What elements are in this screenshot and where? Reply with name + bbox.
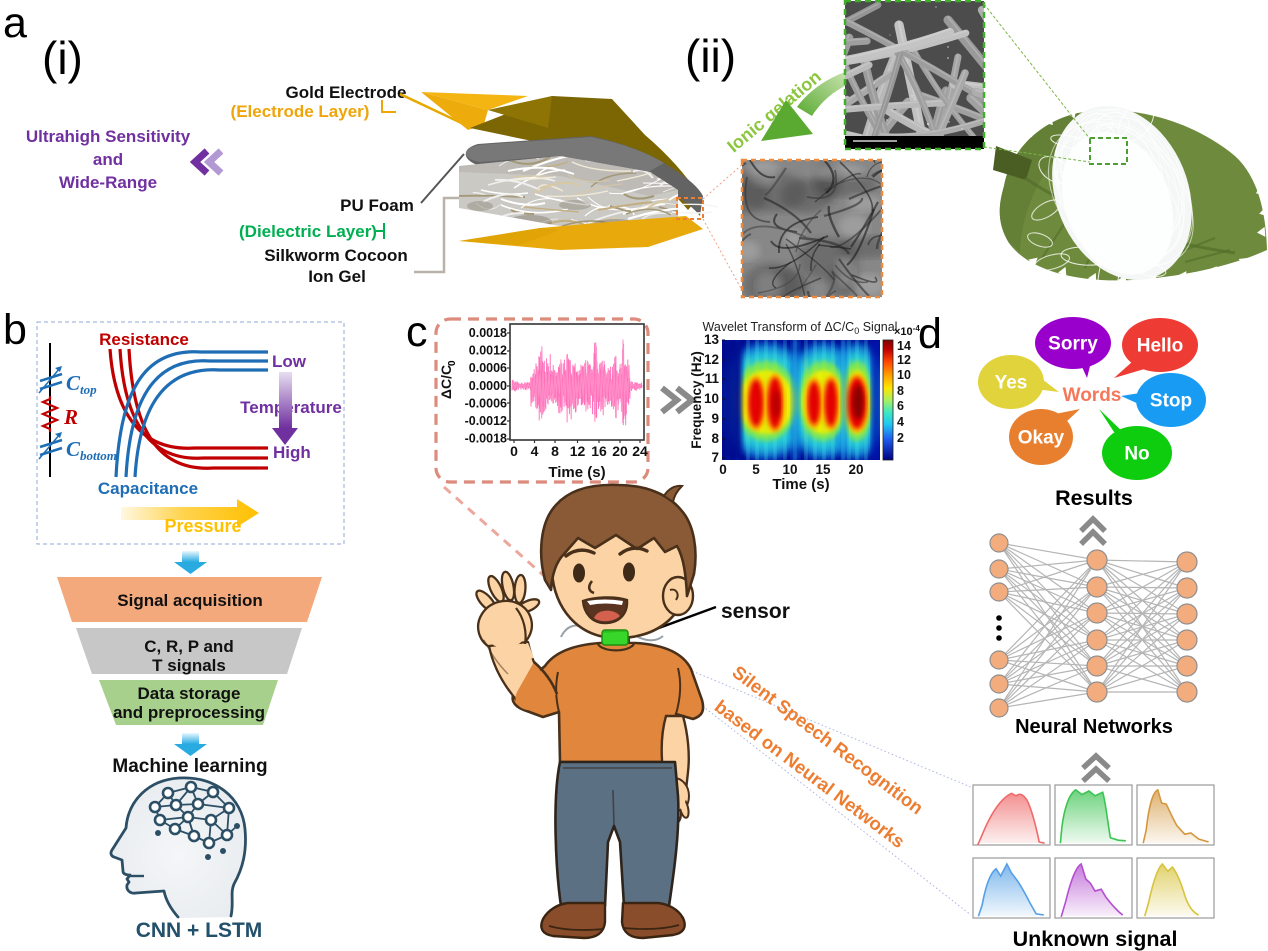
svg-text:Hello: Hello	[1137, 336, 1183, 357]
svg-text:10: 10	[897, 368, 911, 382]
svg-text:Silkworm Cocoon: Silkworm Cocoon	[264, 246, 408, 265]
svg-text:Words: Words	[1063, 385, 1122, 406]
svg-text:and: and	[93, 150, 123, 169]
svg-text:Okay: Okay	[1018, 428, 1065, 449]
svg-text:Machine learning: Machine learning	[112, 756, 267, 777]
svg-text:and preprocessing: and preprocessing	[113, 703, 265, 722]
svg-text:(ii): (ii)	[685, 30, 736, 82]
svg-text:0: 0	[510, 443, 518, 459]
svg-text:13: 13	[704, 332, 720, 347]
svg-text:High: High	[273, 443, 311, 462]
svg-text:R: R	[63, 405, 78, 429]
svg-text:8: 8	[711, 431, 719, 446]
svg-text:24: 24	[632, 443, 648, 459]
svg-text:15: 15	[815, 462, 831, 477]
svg-text:14: 14	[897, 339, 911, 353]
svg-text:Low: Low	[272, 352, 307, 371]
svg-text:Ultrahigh Sensitivity: Ultrahigh Sensitivity	[26, 127, 191, 146]
svg-text:ΔC/C: ΔC/C	[438, 365, 454, 399]
svg-text:Time (s): Time (s)	[772, 476, 829, 493]
svg-text:b: b	[3, 306, 27, 354]
svg-text:7: 7	[711, 450, 719, 465]
svg-text:20: 20	[848, 462, 863, 477]
svg-text:-0.0018: -0.0018	[465, 432, 507, 446]
svg-text:12: 12	[570, 443, 586, 459]
svg-text:6: 6	[897, 399, 904, 413]
svg-text:C, R, P and: C, R, P and	[144, 637, 233, 656]
svg-text:CNN + LSTM: CNN + LSTM	[136, 919, 263, 942]
svg-text:2: 2	[897, 431, 904, 445]
svg-text:-0.0012: -0.0012	[465, 414, 507, 428]
svg-text:Gold Electrode: Gold Electrode	[286, 83, 407, 102]
svg-text:Pressure: Pressure	[164, 516, 241, 536]
svg-text:a: a	[3, 0, 27, 47]
svg-text:Yes: Yes	[995, 373, 1028, 394]
svg-text:(Dielectric Layer): (Dielectric Layer)	[239, 222, 377, 241]
svg-text:Sorry: Sorry	[1048, 334, 1098, 355]
svg-text:-0.0006: -0.0006	[465, 396, 507, 410]
svg-text:10: 10	[782, 462, 797, 477]
svg-text:d: d	[918, 310, 942, 358]
svg-text:10: 10	[704, 391, 719, 406]
svg-text:(i): (i)	[42, 32, 83, 84]
svg-text:sensor: sensor	[721, 600, 790, 623]
svg-text:5: 5	[752, 462, 760, 477]
svg-text:Frequency (Hz): Frequency (Hz)	[689, 351, 704, 449]
svg-text:No: No	[1124, 444, 1149, 465]
svg-text:Ion Gel: Ion Gel	[308, 267, 366, 286]
svg-text:Wide-Range: Wide-Range	[59, 173, 157, 192]
svg-text:Unknown signal: Unknown signal	[1013, 927, 1178, 951]
svg-text:4: 4	[531, 443, 539, 459]
svg-text:9: 9	[711, 411, 719, 426]
svg-text:Wavelet Transform of ΔC/C0 Sig: Wavelet Transform of ΔC/C0 Signal	[703, 320, 898, 336]
svg-text:Data storage: Data storage	[138, 684, 241, 703]
svg-text:12: 12	[704, 352, 719, 367]
svg-text:Resistance: Resistance	[99, 330, 189, 349]
svg-text:Results: Results	[1055, 486, 1133, 510]
svg-text:PU Foam: PU Foam	[340, 196, 414, 215]
svg-text:Capacitance: Capacitance	[98, 479, 198, 498]
svg-text:0.0018: 0.0018	[469, 326, 507, 340]
svg-text:Stop: Stop	[1150, 391, 1192, 412]
svg-text:0: 0	[719, 462, 727, 477]
svg-text:Time (s): Time (s)	[548, 464, 605, 481]
svg-text:12: 12	[897, 353, 911, 367]
svg-text:c: c	[406, 308, 428, 356]
svg-text:0.0006: 0.0006	[469, 361, 507, 375]
svg-text:T signals: T signals	[152, 656, 226, 675]
svg-text:0.0012: 0.0012	[469, 344, 507, 358]
svg-text:0: 0	[447, 360, 458, 366]
svg-text:Signal acquisition: Signal acquisition	[117, 591, 262, 610]
svg-text:4: 4	[897, 415, 904, 429]
svg-text:16: 16	[591, 443, 607, 459]
svg-text:(Electrode Layer): (Electrode Layer)	[231, 102, 370, 121]
svg-text:0.0000: 0.0000	[469, 379, 507, 393]
svg-text:20: 20	[612, 443, 628, 459]
svg-text:8: 8	[897, 384, 904, 398]
svg-text:8: 8	[551, 443, 559, 459]
svg-text:11: 11	[705, 371, 720, 386]
svg-text:Neural Networks: Neural Networks	[1015, 716, 1173, 738]
